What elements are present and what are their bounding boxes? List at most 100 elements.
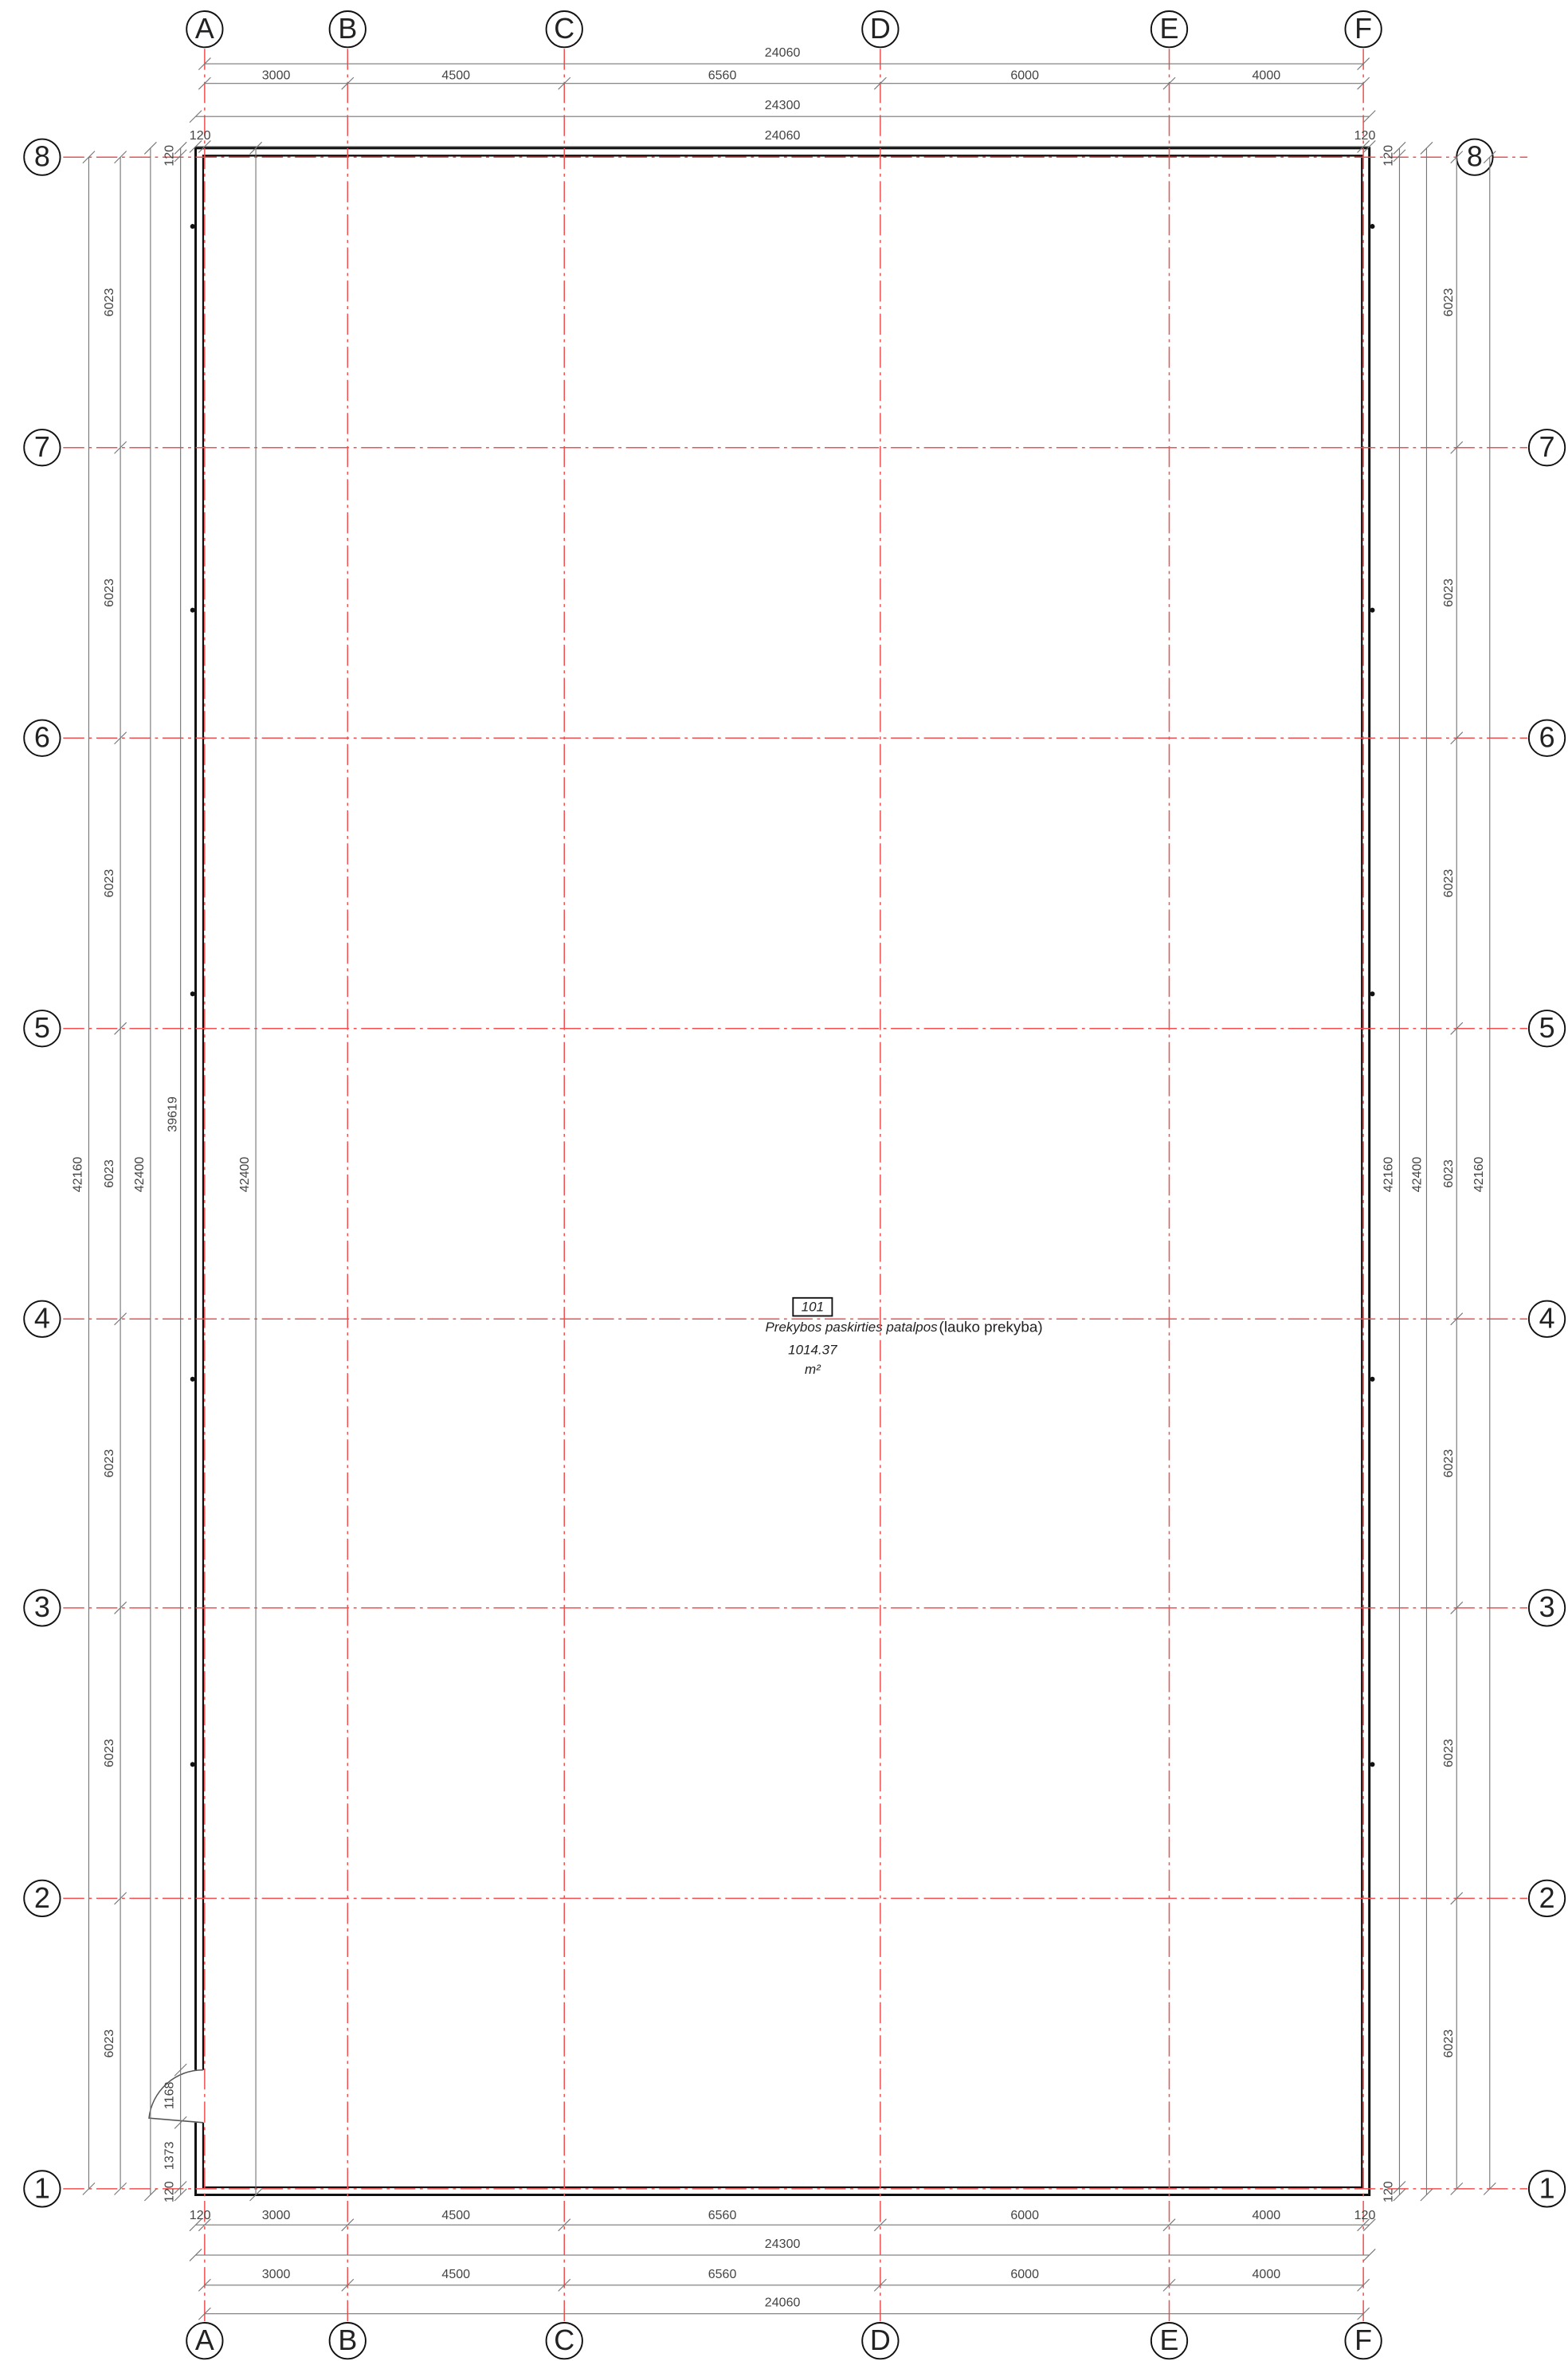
dim-tick [1162,76,1176,90]
dim-tick [1483,2182,1496,2195]
axis-label: F [1354,2324,1372,2356]
dim-text: 6023 [1441,869,1456,898]
dim-text: 6000 [1010,68,1039,82]
dim-text: 6023 [1441,1159,1456,1188]
dim-tick [1357,57,1370,71]
dim-tick [1162,2278,1176,2292]
dim-text: 6560 [708,68,737,82]
dim-tick [198,76,211,90]
axis-label: C [554,2324,574,2356]
dim-text: 3000 [262,2267,291,2281]
dim-tick [873,2278,887,2292]
dim-tick [198,140,211,153]
dim-tick [174,2188,187,2202]
axis-label: 4 [1539,1303,1555,1335]
dim-tick [114,1892,127,1905]
room-label: 101 Prekybos paskirties patalpos (lauko … [765,1296,1043,1377]
axis-bubble [1527,1300,1566,1338]
axis-label: D [870,13,891,45]
dim-text: 42160 [70,1157,84,1193]
axis-bubble [1344,10,1382,49]
dim-tick [189,110,202,124]
dim-tick [341,2278,355,2292]
dim-tick [198,2218,211,2232]
room-area: 1014.37 [788,1342,837,1357]
dim-tick [1362,140,1376,153]
dim-tick [1393,149,1406,163]
axis-label: E [1160,2324,1179,2356]
walls [148,147,1371,2196]
dim-text: 4500 [441,2208,470,2222]
dim-tick [1420,2188,1433,2202]
dim-text: 24060 [765,45,801,60]
column-dot [1370,224,1375,229]
axis-bubble [861,2322,900,2360]
dim-tick [1357,2307,1370,2320]
axis-bubble [23,719,61,757]
dim-text: 6560 [708,2208,737,2222]
dim-tick [1450,151,1464,164]
axis-bubble [545,2322,583,2360]
dim-tick [114,151,127,164]
column-dot [190,1762,195,1767]
dim-tick [1357,140,1370,153]
dim-text: 120 [163,2181,177,2202]
axis-label: 3 [34,1591,50,1623]
dim-text: 39619 [165,1096,179,1132]
dim-tick [82,151,96,164]
axis-bubble [1150,2322,1189,2360]
dim-tick [873,2218,887,2232]
axis-label: A [195,13,214,45]
dim-tick [1483,151,1496,164]
dim-tick [114,1022,127,1035]
dim-tick [558,2278,571,2292]
dim-text: 4000 [1252,2267,1280,2281]
dim-tick [249,2188,263,2202]
dim-text: 4500 [441,2267,470,2281]
axis-label: 7 [34,431,50,463]
dim-tick [558,76,571,90]
dim-tick [1357,2278,1370,2292]
axis-bubble [186,2322,224,2360]
axis-label: C [554,13,574,45]
dim-text: 6023 [1441,288,1456,317]
dim-text: 4000 [1252,68,1280,82]
axis-bubble [23,138,61,176]
column-dot [1370,991,1375,997]
axis-label: 3 [1539,1591,1555,1623]
axis-bubble [23,1300,61,1338]
axis-label: 5 [1539,1012,1555,1044]
axis-label: B [338,13,357,45]
dim-tick [1420,141,1433,155]
dim-text: 6560 [708,2267,737,2281]
axis-bubble [23,1589,61,1627]
dim-tick [1393,2188,1406,2202]
axis-label: F [1354,13,1372,45]
dim-text: 24300 [765,2237,801,2251]
dim-tick [114,731,127,745]
axis-label: D [870,2324,891,2356]
dim-tick [249,141,263,155]
axis-bubble [861,10,900,49]
dim-tick [1357,2218,1370,2232]
dim-text: 120 [1381,2181,1395,2202]
axis-bubble [1527,1879,1566,1918]
column-dot [1370,1762,1375,1767]
dim-text: 120 [1354,128,1376,143]
dim-tick [1362,2218,1376,2232]
dim-tick [1450,1312,1464,1326]
axis-bubble [23,1010,61,1048]
dim-text: 6023 [102,1449,116,1478]
dim-tick [198,2307,211,2320]
dim-text: 42400 [132,1157,147,1193]
dim-text: 6023 [1441,1739,1456,1767]
axis-bubble [1527,719,1566,757]
dim-text: 6023 [1441,2030,1456,2058]
axis-bubble [1527,1010,1566,1048]
dim-text: 120 [190,2208,211,2222]
axis-label: 7 [1539,431,1555,463]
dim-tick [1362,2249,1376,2261]
dim-tick [1450,1892,1464,1905]
axis-bubble [186,10,224,49]
axis-bubble [1150,10,1189,49]
